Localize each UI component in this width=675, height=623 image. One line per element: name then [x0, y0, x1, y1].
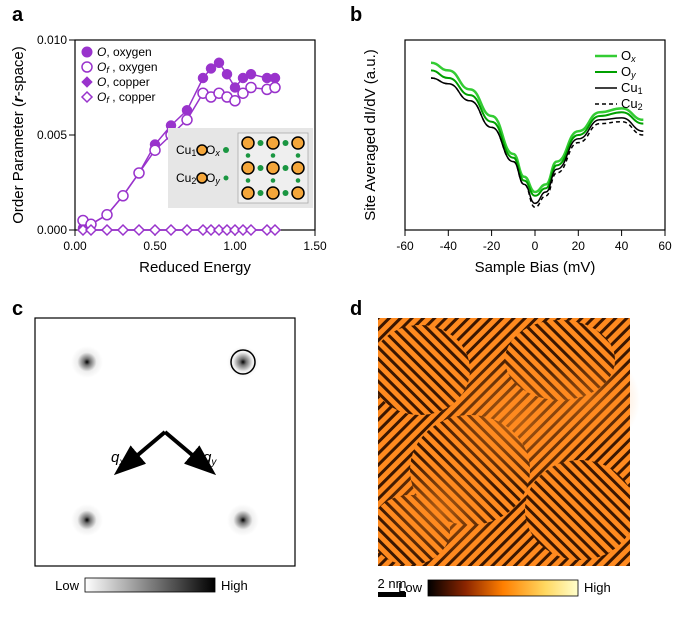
ylabel-b: Site Averaged dI/dV (a.u.): [362, 49, 379, 221]
svg-text:Cu1: Cu1: [621, 80, 643, 96]
ytick-1: 0.005: [37, 128, 67, 142]
svg-text:0: 0: [532, 239, 539, 253]
svg-text:Of , copper: Of , copper: [97, 90, 156, 105]
xlabel-a: Reduced Energy: [139, 259, 251, 276]
xtick-3: 1.50: [303, 239, 327, 253]
panel-b: -60 -40 -20 0 20 40 60 Sample Bias (mV) …: [345, 10, 675, 285]
panel-d: 2 nm Low High: [350, 310, 670, 620]
panel-c: qx qy Low High: [25, 310, 335, 620]
svg-text:40: 40: [615, 239, 629, 253]
svg-text:Oy: Oy: [621, 64, 636, 80]
panel-b-legend: Ox Oy Cu1 Cu2: [595, 48, 643, 112]
svg-text:O, oxygen: O, oxygen: [97, 45, 152, 59]
figure-root: a b c d 0.00 0.50 1.00 1.50 0.000: [0, 0, 675, 623]
panel-b-series: [431, 63, 643, 207]
colorbar-d: Low High: [398, 580, 611, 596]
svg-text:20: 20: [572, 239, 586, 253]
xtick-1: 0.50: [143, 239, 167, 253]
svg-text:-40: -40: [440, 239, 458, 253]
xtick-2: 1.00: [223, 239, 247, 253]
xtick-0: 0.00: [63, 239, 87, 253]
svg-text:60: 60: [658, 239, 672, 253]
svg-text:-60: -60: [396, 239, 414, 253]
svg-text:Low: Low: [398, 580, 422, 595]
ytick-0: 0.000: [37, 223, 67, 237]
stm-image: [370, 318, 640, 566]
panel-a-inset: Cu1 Ox Cu2 Oy: [168, 128, 313, 208]
svg-text:Cu2: Cu2: [621, 96, 643, 112]
svg-text:O, copper: O, copper: [97, 75, 150, 89]
panel-a: 0.00 0.50 1.00 1.50 0.000 0.005 0.010 Re…: [5, 10, 335, 285]
svg-text:Low: Low: [55, 578, 79, 593]
panel-a-legend: O, oxygen Of , oxygen O, copper Of , cop…: [82, 45, 158, 105]
ylabel-a: Order Parameter (r-space): [10, 46, 27, 224]
svg-text:-20: -20: [483, 239, 501, 253]
svg-text:High: High: [584, 580, 611, 595]
ytick-2: 0.010: [37, 33, 67, 47]
xlabel-b: Sample Bias (mV): [475, 259, 596, 276]
colorbar-c: Low High: [55, 578, 248, 593]
svg-text:Of , oxygen: Of , oxygen: [97, 60, 158, 75]
svg-text:High: High: [221, 578, 248, 593]
panel-label-c: c: [12, 298, 23, 321]
svg-text:Ox: Ox: [621, 48, 636, 64]
